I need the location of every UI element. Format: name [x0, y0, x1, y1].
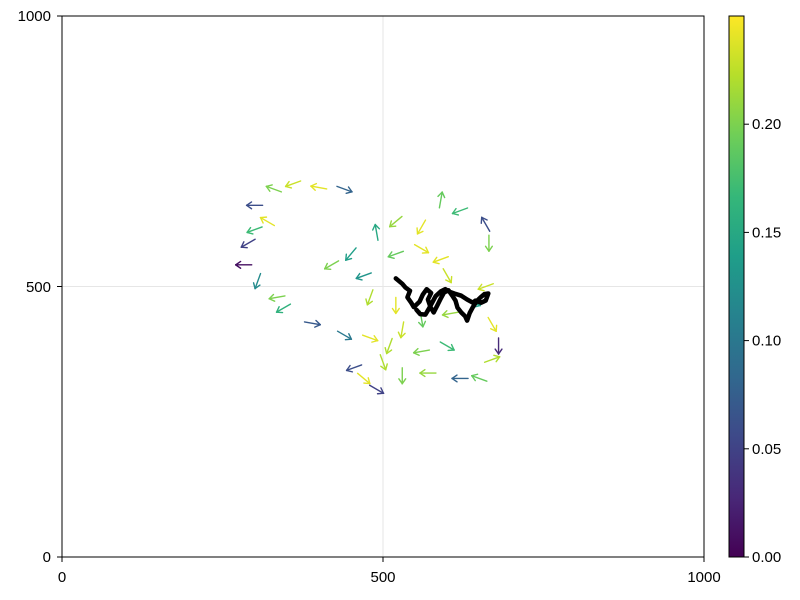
quiver-arrow	[412, 347, 431, 356]
quiver-arrow	[480, 216, 491, 232]
quiver-arrow	[245, 201, 264, 210]
quiver-arrow	[284, 180, 302, 189]
quiver-arrow	[275, 303, 292, 314]
colorbar-tick-label: 0.15	[752, 224, 781, 241]
quiver-arrow	[259, 216, 276, 227]
quiver-arrow	[265, 184, 283, 193]
quiver-arrow	[484, 234, 494, 252]
quiver-arrow	[240, 238, 256, 249]
trajectory-line	[393, 276, 491, 323]
quiver-arrow	[442, 268, 453, 284]
quiver-arrow	[345, 364, 363, 373]
quiver-arrow	[389, 215, 403, 228]
quiver-arrow	[356, 372, 371, 385]
quiver-arrow	[252, 272, 262, 290]
quiver-arrow	[336, 185, 353, 195]
quiver-arrow	[365, 289, 374, 306]
quiver-arrow	[384, 337, 393, 355]
quiver-arrow	[246, 226, 263, 235]
colorbar	[728, 15, 745, 558]
quiver-arrow	[355, 272, 372, 281]
quiver-arrow	[487, 316, 498, 332]
quiver-arrow	[387, 250, 405, 259]
quiver-arrow	[416, 219, 427, 235]
quiver-arrow	[268, 293, 286, 302]
quiver-arrow	[368, 384, 385, 395]
x-tick-0: 0	[58, 569, 66, 586]
quiver-arrow	[419, 368, 437, 378]
colorbar-tick-label: 0.05	[752, 441, 781, 458]
colorbar-tick-label: 0.20	[752, 116, 781, 133]
y-tick-500: 500	[26, 279, 51, 296]
quiver-arrow	[234, 260, 253, 269]
plot-frame	[57, 15, 705, 562]
grid	[62, 16, 704, 557]
quiver-arrow	[451, 207, 469, 216]
quiver-arrow	[397, 321, 406, 339]
quiver-arrow	[437, 191, 446, 209]
colorbar-tick-label: 0.00	[752, 549, 781, 566]
quiver-arrow	[361, 334, 379, 343]
quiver-arrow	[391, 296, 400, 315]
quiver-arrow	[439, 341, 455, 352]
quiver-arrow	[494, 337, 503, 355]
quiver-arrow	[441, 310, 459, 319]
quiver-arrow	[303, 319, 321, 328]
y-tick-1000: 1000	[18, 8, 51, 25]
colorbar-tick-label: 0.10	[752, 333, 781, 350]
quiver-arrow	[324, 260, 340, 271]
quiver-arrow	[483, 354, 501, 363]
quiver-arrow	[471, 373, 488, 382]
quiver-arrow	[379, 354, 388, 371]
quiver-arrow	[398, 367, 407, 385]
x-tick-500: 500	[370, 569, 395, 586]
x-tick-1000: 1000	[687, 569, 720, 586]
quiver-arrow	[451, 374, 469, 383]
quiver-arrow	[432, 256, 449, 265]
quiver-arrow	[413, 243, 430, 254]
y-tick-0: 0	[43, 549, 51, 566]
quiver-arrow	[477, 283, 494, 292]
quiver-arrow	[310, 182, 328, 192]
quiver-arrows	[234, 180, 503, 395]
quiver-arrow	[336, 330, 353, 341]
trajectory	[393, 276, 491, 323]
quiver-arrow	[372, 223, 381, 241]
colorbar-ticks: 0.00 0.05 0.10 0.15 0.20	[744, 116, 781, 566]
quiver-arrow	[345, 247, 357, 261]
